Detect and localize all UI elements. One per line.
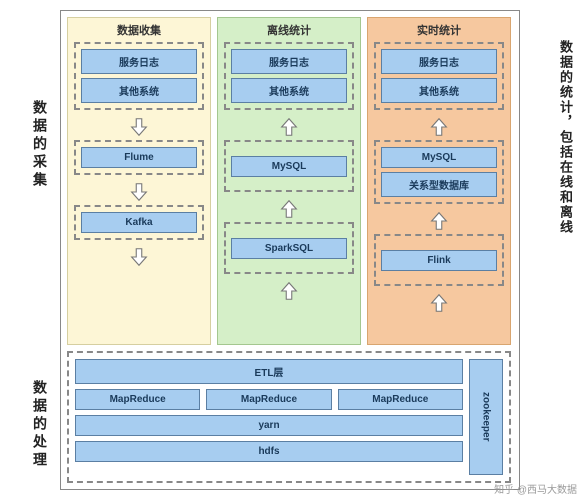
node-mysql: MySQL: [231, 156, 347, 177]
node-service-log: 服务日志: [81, 49, 197, 74]
etl-block: ETL层 MapReduce MapReduce MapReduce yarn …: [67, 351, 511, 483]
node-other-system: 其他系统: [381, 78, 497, 103]
node-etl-layer: ETL层: [75, 359, 463, 384]
group-sources: 服务日志 其他系统: [224, 42, 354, 110]
arrow-up-icon: [278, 116, 300, 138]
side-label-collection: 数据的采集: [30, 100, 50, 190]
node-hdfs: hdfs: [75, 441, 463, 462]
group-sources: 服务日志 其他系统: [74, 42, 204, 110]
column-offline-stats: 离线统计 服务日志 其他系统 MySQL SparkSQL: [217, 17, 361, 345]
node-flume: Flume: [81, 147, 197, 168]
etl-mapreduce-row: MapReduce MapReduce MapReduce: [75, 389, 463, 410]
node-rdb: 关系型数据库: [381, 172, 497, 197]
arrow-down-icon: [128, 246, 150, 268]
column-title: 实时统计: [374, 22, 504, 38]
arrow-down-icon: [128, 116, 150, 138]
group-sources: 服务日志 其他系统: [374, 42, 504, 110]
group-mysql: MySQL: [224, 140, 354, 192]
diagram-canvas: 数据收集 服务日志 其他系统 Flume Kafka 离线统计 服务日志 其他系…: [60, 10, 520, 490]
node-other-system: 其他系统: [81, 78, 197, 103]
node-mapreduce: MapReduce: [75, 389, 200, 410]
group-sparksql: SparkSQL: [224, 222, 354, 274]
node-other-system: 其他系统: [231, 78, 347, 103]
arrow-up-icon: [278, 280, 300, 302]
watermark: 知乎 @西马大数据: [494, 481, 577, 496]
node-mysql: MySQL: [381, 147, 497, 168]
arrow-up-icon: [428, 292, 450, 314]
arrow-up-icon: [428, 116, 450, 138]
column-title: 数据收集: [74, 22, 204, 38]
side-label-processing: 数据的处理: [30, 380, 50, 470]
node-service-log: 服务日志: [381, 49, 497, 74]
node-service-log: 服务日志: [231, 49, 347, 74]
node-kafka: Kafka: [81, 212, 197, 233]
node-mapreduce: MapReduce: [338, 389, 463, 410]
node-flink: Flink: [381, 250, 497, 271]
node-mapreduce: MapReduce: [206, 389, 331, 410]
column-data-collection: 数据收集 服务日志 其他系统 Flume Kafka: [67, 17, 211, 345]
side-label-statistics: 数据的统计，包括在线和离线: [556, 40, 575, 235]
group-mysql-rdb: MySQL 关系型数据库: [374, 140, 504, 204]
node-yarn: yarn: [75, 415, 463, 436]
group-kafka: Kafka: [74, 205, 204, 240]
node-sparksql: SparkSQL: [231, 238, 347, 259]
arrow-down-icon: [128, 181, 150, 203]
column-realtime-stats: 实时统计 服务日志 其他系统 MySQL 关系型数据库 Flink: [367, 17, 511, 345]
column-title: 离线统计: [224, 22, 354, 38]
arrow-up-icon: [428, 210, 450, 232]
group-flume: Flume: [74, 140, 204, 175]
arrow-up-icon: [278, 198, 300, 220]
node-zookeeper: zookeeper: [469, 359, 503, 475]
group-flink: Flink: [374, 234, 504, 286]
